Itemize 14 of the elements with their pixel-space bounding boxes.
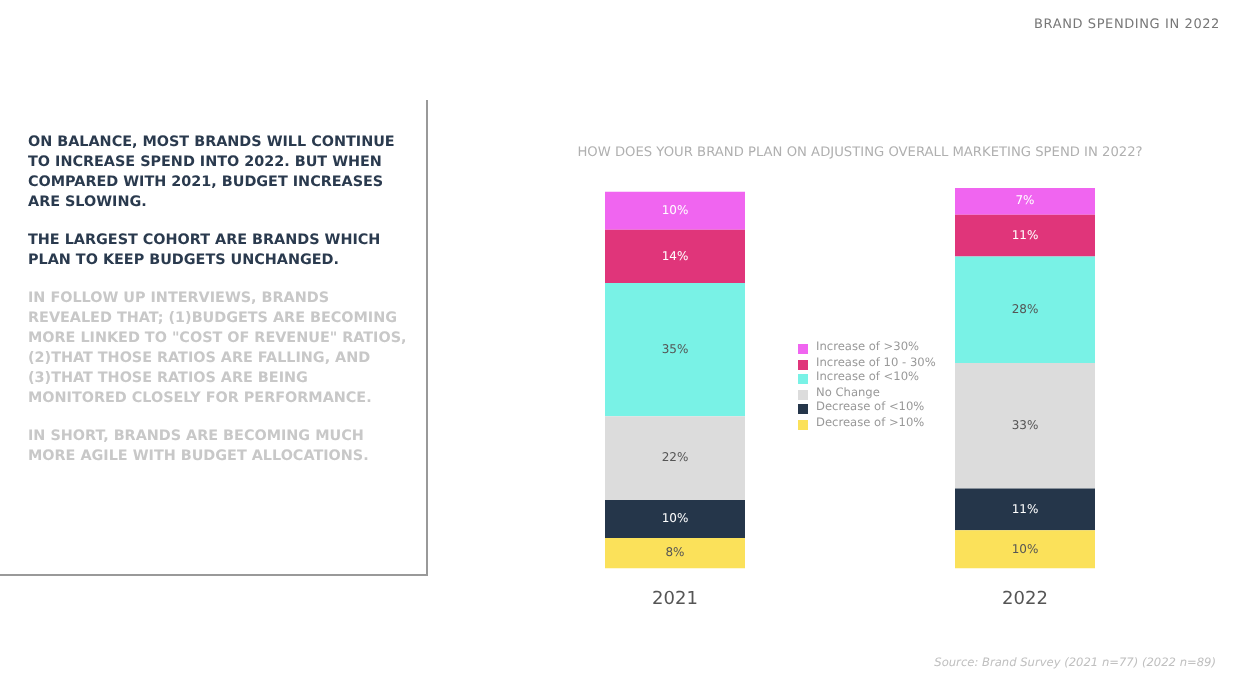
bar	[955, 362, 1095, 489]
x-tick-label: 2021	[652, 589, 698, 610]
x-tick-label: 2022	[1002, 589, 1048, 610]
bar	[605, 229, 745, 284]
bar	[605, 283, 745, 417]
bar	[955, 214, 1095, 257]
bar	[605, 191, 745, 230]
bar	[955, 530, 1095, 569]
bar	[605, 416, 745, 500]
bar	[605, 537, 745, 569]
bar	[955, 188, 1095, 215]
bar	[955, 256, 1095, 363]
bar	[605, 499, 745, 538]
bar	[955, 488, 1095, 531]
